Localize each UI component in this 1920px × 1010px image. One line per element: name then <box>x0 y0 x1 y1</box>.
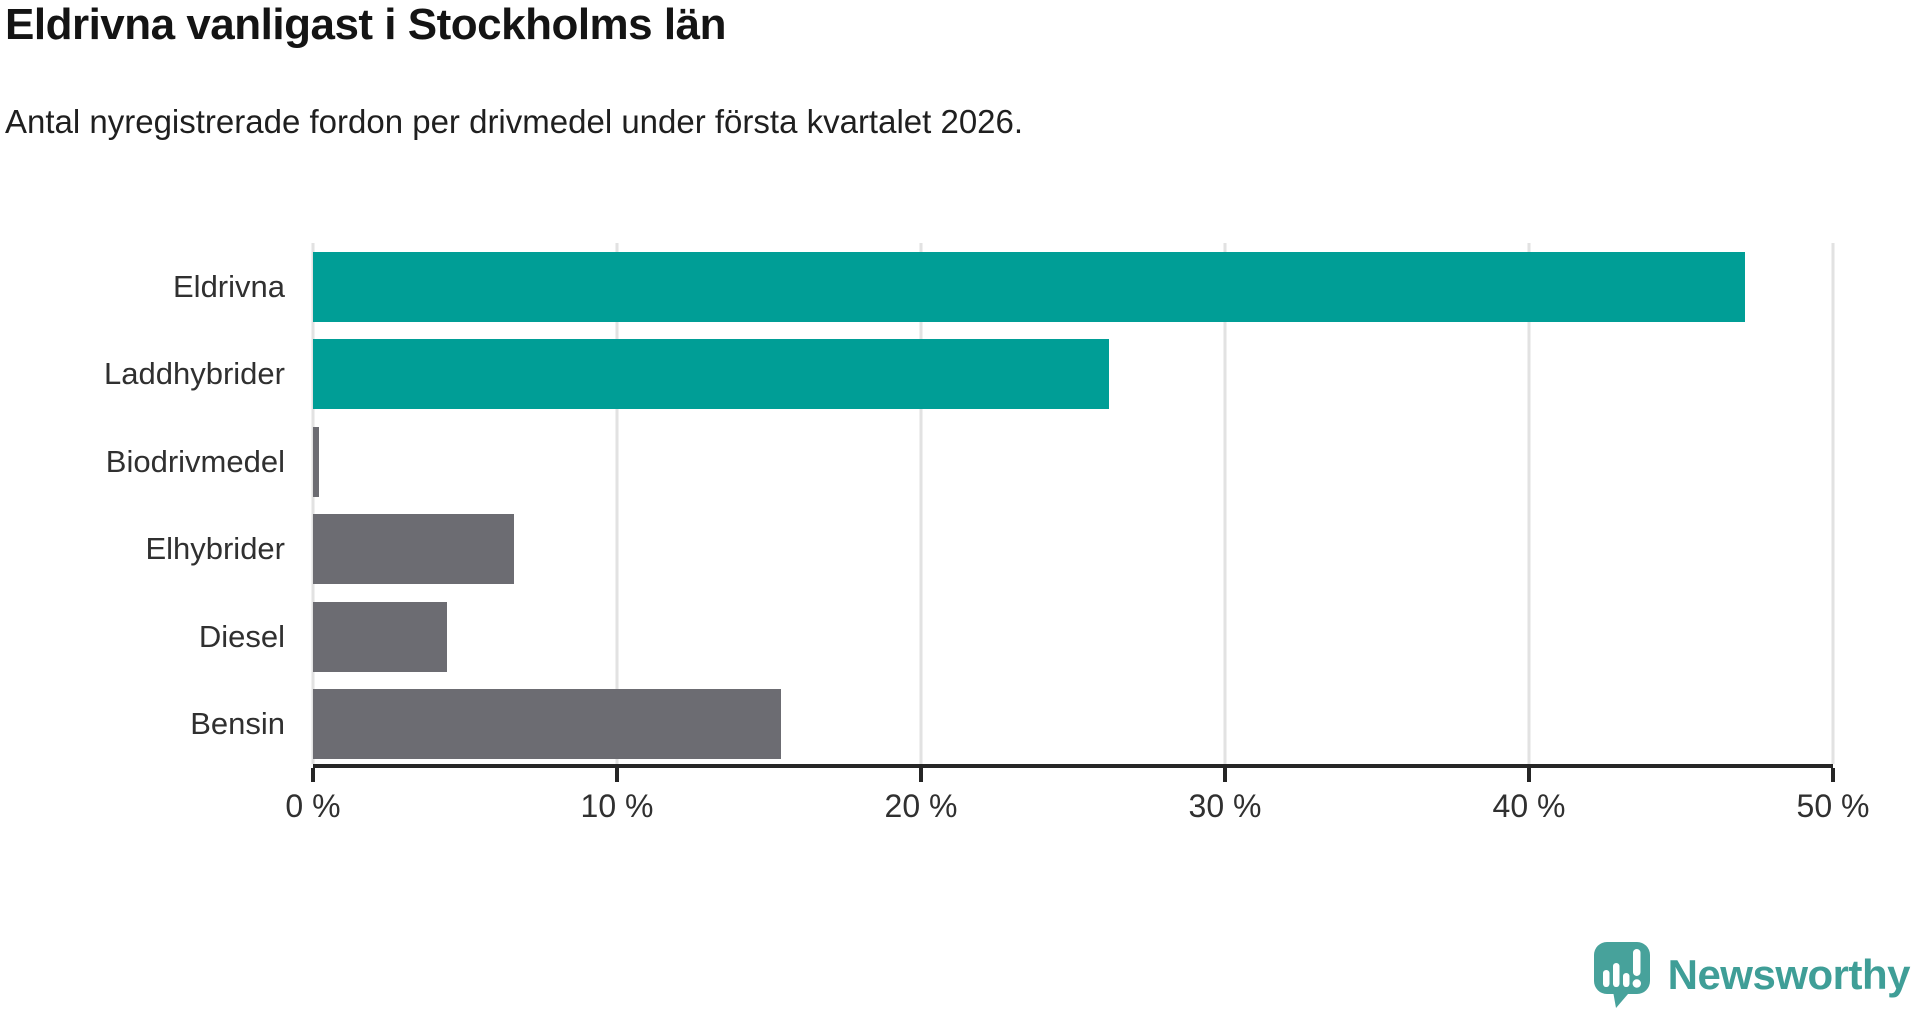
value-axis: 0 % 10 % 20 % 30 % 40 % 50 % <box>285 768 1869 838</box>
tick-label-0: 0 % <box>285 788 341 824</box>
tick-mark-30 <box>1223 768 1227 782</box>
bar-bensin <box>313 689 782 760</box>
gridline-40 <box>1527 243 1531 764</box>
category-label-laddhybrider: Laddhybrider <box>104 356 285 392</box>
category-label-elhybrider: Elhybrider <box>145 531 285 567</box>
chart-title: Eldrivna vanligast i Stockholms län <box>5 0 726 49</box>
newsworthy-wordmark: Newsworthy <box>1667 951 1911 998</box>
gridline-50 <box>1831 243 1835 764</box>
tick-mark-50 <box>1831 768 1835 782</box>
tick-label-50: 50 % <box>1796 788 1870 824</box>
gridline-0 <box>311 243 315 764</box>
tick-label-20: 20 % <box>884 788 958 824</box>
category-axis: Eldrivna Laddhybrider Biodrivmedel Elhybrid… <box>0 243 299 768</box>
bar-biodrivmedel <box>313 426 320 497</box>
newsworthy-logo: Newsworthy <box>1593 942 1911 1008</box>
gridline-20 <box>919 243 923 764</box>
tick-mark-20 <box>919 768 923 782</box>
category-label-diesel: Diesel <box>198 618 285 654</box>
chart-subtitle: Antal nyregistrerade fordon per drivmede… <box>5 103 1024 140</box>
bar-laddhybrider <box>313 339 1110 410</box>
category-label-eldrivna: Eldrivna <box>173 268 285 304</box>
tick-mark-0 <box>311 768 315 782</box>
tick-mark-40 <box>1527 768 1531 782</box>
bar-eldrivna <box>313 251 1745 322</box>
gridline-10 <box>615 243 619 764</box>
tick-label-30: 30 % <box>1188 788 1262 824</box>
tick-label-10: 10 % <box>580 788 654 824</box>
bar-diesel <box>313 601 447 672</box>
category-label-biodrivmedel: Biodrivmedel <box>105 443 285 479</box>
bar-elhybrider <box>313 514 514 585</box>
plot-area <box>311 243 1835 768</box>
tick-mark-10 <box>615 768 619 782</box>
gridline-30 <box>1223 243 1227 764</box>
tick-label-40: 40 % <box>1492 788 1566 824</box>
category-label-bensin: Bensin <box>190 706 285 742</box>
newsworthy-logo-icon <box>1593 942 1650 1008</box>
